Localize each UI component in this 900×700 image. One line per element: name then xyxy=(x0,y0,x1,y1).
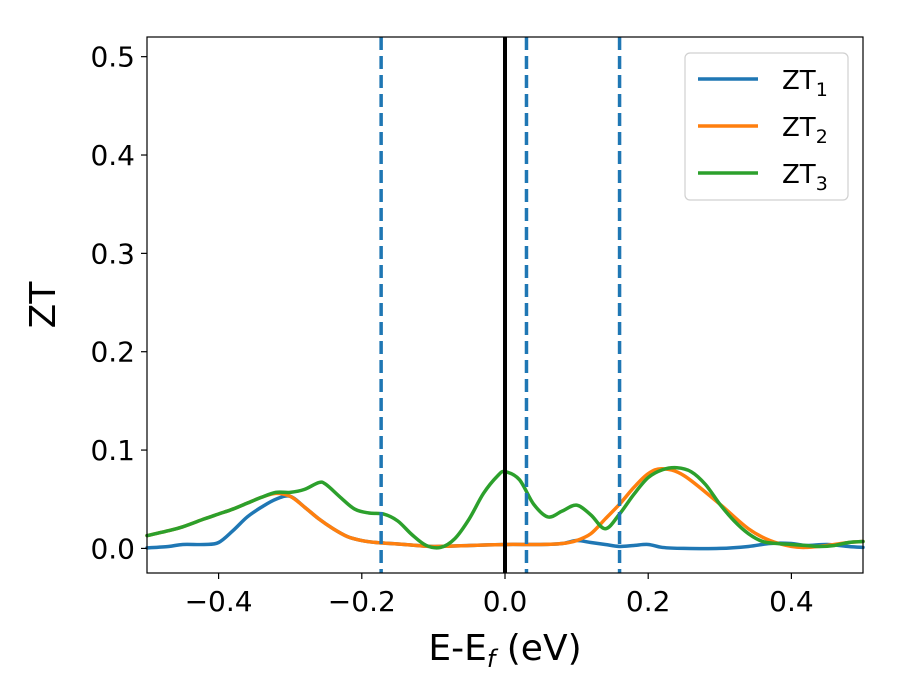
x-tick-label: 0.4 xyxy=(769,585,814,618)
x-tick-label: −0.2 xyxy=(328,585,396,618)
legend-box xyxy=(684,52,849,201)
y-tick-label: 0.5 xyxy=(90,41,135,74)
y-tick-label: 0.2 xyxy=(90,336,135,369)
y-tick-label: 0.1 xyxy=(90,434,135,467)
y-tick-label: 0.0 xyxy=(90,532,135,565)
legend-label-zt2: ZT2 xyxy=(782,113,828,148)
legend-label-zt1: ZT1 xyxy=(782,66,828,101)
x-axis-label-main: E-E xyxy=(428,628,486,669)
y-tick-label: 0.3 xyxy=(90,237,135,270)
x-tick-label: 0.2 xyxy=(626,585,671,618)
legend: ZT1 ZT2 ZT3 xyxy=(684,52,849,201)
y-tick-label: 0.4 xyxy=(90,139,135,172)
x-axis-label: E-Ef (eV) xyxy=(428,628,581,673)
legend-label-zt3: ZT3 xyxy=(782,160,828,195)
x-tick-label: −0.4 xyxy=(185,585,253,618)
y-axis-label: ZT xyxy=(23,281,64,329)
x-tick-label: 0.0 xyxy=(483,585,528,618)
reference-lines xyxy=(379,37,622,573)
x-axis-label-unit: (eV) xyxy=(495,628,581,669)
axis-ticks: −0.4 −0.2 0.0 0.2 0.4 0.0 0.1 0.2 0.3 0.4 0.5 xyxy=(90,41,813,618)
